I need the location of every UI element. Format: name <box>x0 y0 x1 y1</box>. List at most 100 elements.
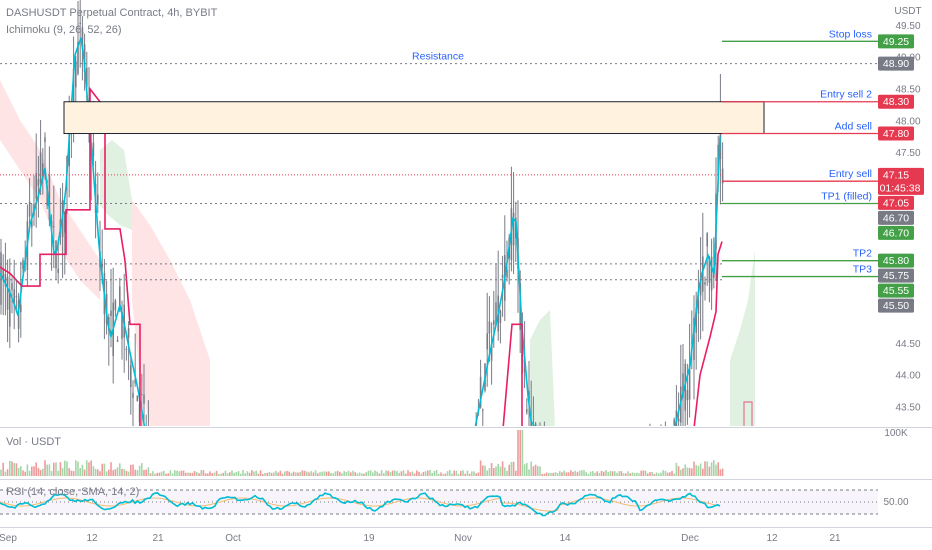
candle-body <box>291 464 293 465</box>
volume-bar <box>576 472 579 476</box>
volume-bar <box>442 473 444 476</box>
volume-bar <box>35 462 37 476</box>
add-sell-tag: 47.80 <box>883 128 909 140</box>
volume-bar <box>565 472 568 476</box>
candle-body <box>374 454 376 460</box>
volume-bar <box>295 472 297 476</box>
candle-body <box>708 257 711 283</box>
volume-bar <box>207 473 209 476</box>
candle-body <box>401 445 403 455</box>
volume-bar <box>79 468 81 476</box>
volume-bar <box>68 468 70 476</box>
volume-bar <box>411 471 414 476</box>
candle-body <box>512 212 515 246</box>
candle-body <box>324 461 326 462</box>
volume-bar <box>323 471 326 476</box>
volume-bar <box>328 471 330 476</box>
candle-body <box>568 448 570 454</box>
volume-bar <box>664 471 667 476</box>
rsi-legend[interactable]: RSI (14, close, SMA, 14, 2) <box>6 486 140 498</box>
candle-body <box>310 453 312 456</box>
volume-bar <box>570 470 572 476</box>
candle-body <box>583 442 585 443</box>
volume-bar <box>77 461 79 476</box>
tp1-label: TP1 (filled) <box>821 190 872 202</box>
cloud-bull-3 <box>730 250 755 426</box>
symbol-title[interactable]: DASHUSDT Perpetual Contract, 4h, BYBIT <box>6 7 218 19</box>
last-price-box <box>878 167 924 195</box>
candle-body <box>660 432 662 435</box>
volume-bar <box>231 470 233 476</box>
candle-body <box>357 453 359 461</box>
candle-body <box>227 465 229 468</box>
volume-bar <box>259 470 262 476</box>
volume-bar <box>160 471 163 476</box>
volume-bar <box>275 470 277 476</box>
candle-body <box>601 444 603 446</box>
volume-bar <box>152 471 154 476</box>
candle-body <box>141 393 143 395</box>
candle-body <box>546 436 548 442</box>
volume-bar <box>9 460 11 476</box>
volume-bar <box>299 471 301 476</box>
candle-body <box>154 456 156 460</box>
volume-bar <box>581 470 583 476</box>
volume-bar <box>548 473 550 476</box>
volume-legend[interactable]: Vol · USDT <box>6 436 62 448</box>
volume-bar <box>273 472 275 476</box>
candle-body <box>361 452 363 460</box>
candle-body <box>189 465 191 474</box>
time-axis-tick: 12 <box>766 533 778 544</box>
volume-bar <box>169 470 172 476</box>
candle-body <box>557 446 559 456</box>
add-sell-label: Add sell <box>835 121 872 133</box>
volume-bar <box>174 470 176 476</box>
volume-bar <box>28 470 31 476</box>
volume-bar <box>345 472 348 476</box>
volume-bar <box>200 470 202 476</box>
volume-bar <box>268 471 271 476</box>
candle-body <box>365 457 367 460</box>
volume-bar <box>402 470 405 476</box>
candle-body <box>209 462 211 463</box>
volume-bar <box>493 468 495 476</box>
price-axis-tick: 43.50 <box>895 402 920 413</box>
volume-bar <box>134 469 136 476</box>
volume-bar <box>123 469 125 476</box>
candle-body <box>163 456 165 457</box>
candle-body <box>704 282 706 285</box>
volume-bar <box>325 471 328 476</box>
tp1-tag-box <box>878 195 914 210</box>
volume-bar <box>50 471 53 476</box>
volume-bar <box>600 470 603 476</box>
candle-body <box>577 447 579 452</box>
candle-body <box>350 448 352 462</box>
volume-bar <box>365 472 367 476</box>
volume-bar <box>702 468 704 476</box>
candle-body <box>363 451 365 453</box>
candle-body <box>566 443 568 455</box>
volume-bar <box>61 468 64 476</box>
candle-body <box>116 340 119 342</box>
candle-body <box>35 172 37 199</box>
candle-body <box>143 394 145 404</box>
ichimoku-legend[interactable]: Ichimoku (9, 26, 52, 26) <box>6 24 122 36</box>
volume-bar <box>554 472 557 476</box>
candle-body <box>302 461 304 464</box>
candle-body <box>271 457 273 458</box>
candle-body <box>152 453 154 454</box>
candle-body <box>632 439 634 443</box>
candle-body <box>636 442 638 443</box>
volume-bar <box>191 472 194 476</box>
volume-bar <box>226 473 229 476</box>
kijun-future <box>743 401 753 426</box>
volume-bar <box>6 469 9 476</box>
candle-body <box>185 458 187 464</box>
volume-bar <box>189 472 191 476</box>
volume-bar <box>559 471 561 476</box>
candle-body <box>592 447 594 454</box>
candle-body <box>150 446 152 448</box>
volume-bar <box>405 473 407 476</box>
